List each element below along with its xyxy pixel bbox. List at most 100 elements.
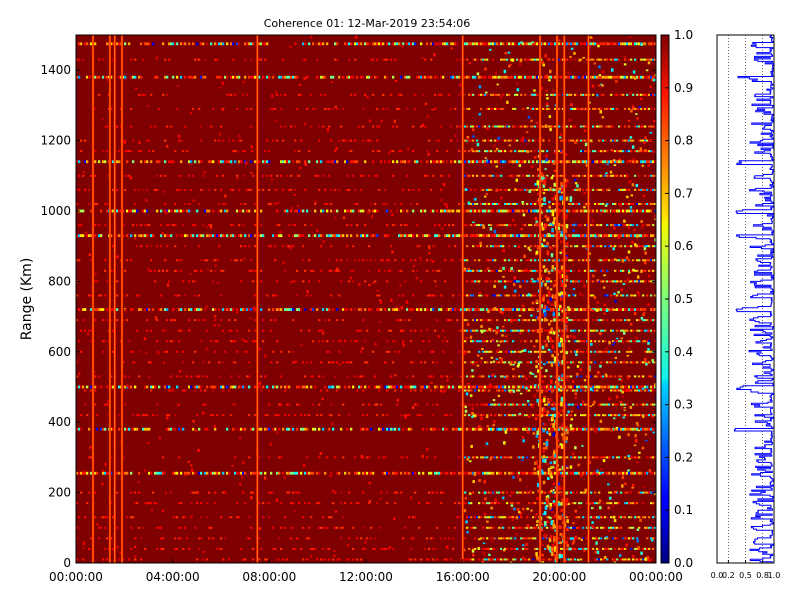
heatmap-cell [576,427,579,431]
heatmap-cell [562,259,565,262]
heatmap-cell [254,319,257,322]
heatmap-cell [528,319,531,322]
heatmap-cell [388,471,391,475]
heatmap-cell [532,174,535,177]
heatmap-cell [572,202,575,205]
heatmap-cell [164,75,167,79]
heatmap-cell [434,160,437,164]
heatmap-cell [396,319,399,322]
heatmap-cell [522,319,525,322]
heatmap-cell [576,526,579,529]
heatmap-cell [496,427,499,431]
heatmap-cell [616,502,619,505]
heatmap-cell [206,385,209,389]
heatmap-cell [548,280,551,283]
heatmap-cell [618,516,621,519]
heatmap-cell [362,526,365,529]
heatmap-cell [596,502,599,505]
heatmap-cell [470,389,473,392]
heatmap-cell [94,174,97,177]
heatmap-cell [156,188,159,191]
heatmap-cell [154,125,157,128]
heatmap-cell [648,361,651,364]
heatmap-cell [246,93,249,96]
heatmap-cell [508,308,511,311]
heatmap-cell [404,385,407,389]
heatmap-cell [260,308,263,311]
heatmap-cell [474,340,477,343]
heatmap-cell [480,202,483,205]
heatmap-cell [294,280,297,283]
heatmap-cell [570,385,573,389]
heatmap-cell [548,209,551,213]
heatmap-cell [530,329,533,332]
heatmap-cell [220,319,223,322]
heatmap-cell [178,340,181,343]
heatmap-cell [620,174,623,177]
heatmap-cell [214,308,217,311]
heatmap-cell [436,150,439,153]
heatmap-cell [528,350,531,353]
heatmap-cell [436,403,439,406]
heatmap-cell [596,202,599,205]
heatmap-cell [94,389,97,392]
heatmap-cell [474,188,477,191]
heatmap-cell [360,234,363,238]
heatmap-cell [288,471,291,475]
heatmap-cell [528,174,531,177]
heatmap-cell [620,547,623,550]
heatmap-cell [328,160,331,164]
heatmap-cell [336,107,339,110]
heatmap-cell [200,471,203,475]
heatmap-cell [434,547,437,550]
heatmap-cell [574,174,577,177]
heatmap-cell [414,491,417,494]
heatmap-cell [310,125,313,128]
heatmap-cell [572,160,575,164]
heatmap-cell [574,234,577,238]
heatmap-cell [648,259,651,262]
heatmap-cell [622,329,625,332]
heatmap-cell [406,75,409,79]
heatmap-cell [152,308,155,311]
heatmap-cell [228,516,231,519]
heatmap-cell [560,209,563,213]
heatmap-cell [486,516,489,519]
heatmap-cell [650,471,653,475]
heatmap-cell [602,502,605,505]
heatmap-cell [402,340,405,343]
heatmap-cell [534,234,537,238]
heatmap-cell [280,93,283,96]
heatmap-cell [148,427,151,431]
heatmap-cell [520,188,523,191]
heatmap-cell [128,209,131,213]
heatmap-cell [136,245,139,248]
heatmap-cell [412,209,415,213]
heatmap-cell [194,75,197,79]
heatmap-cell [644,234,647,238]
heatmap-cell [390,150,393,153]
heatmap-cell [94,234,97,238]
heatmap-cell [466,471,469,475]
heatmap-cell [520,259,523,262]
heatmap-cell [516,93,519,96]
heatmap-cell [610,139,613,142]
heatmap-cell [398,350,401,353]
heatmap-cell [246,375,249,378]
heatmap-cell [132,414,135,417]
heatmap-cell [454,502,457,505]
heatmap-cell [184,389,187,392]
heatmap-cell [474,259,477,262]
heatmap-cell [192,427,195,431]
heatmap-cell [466,526,469,529]
heatmap-cell [402,456,405,459]
heatmap-cell [646,209,649,213]
heatmap-cell [348,537,351,540]
heatmap-cell [520,350,523,353]
heatmap-cell [610,174,613,177]
heatmap-cell [490,209,493,213]
heatmap-cell [484,361,487,364]
heatmap-cell [534,375,537,378]
heatmap-cell [236,209,239,213]
heatmap-cell [616,329,619,332]
